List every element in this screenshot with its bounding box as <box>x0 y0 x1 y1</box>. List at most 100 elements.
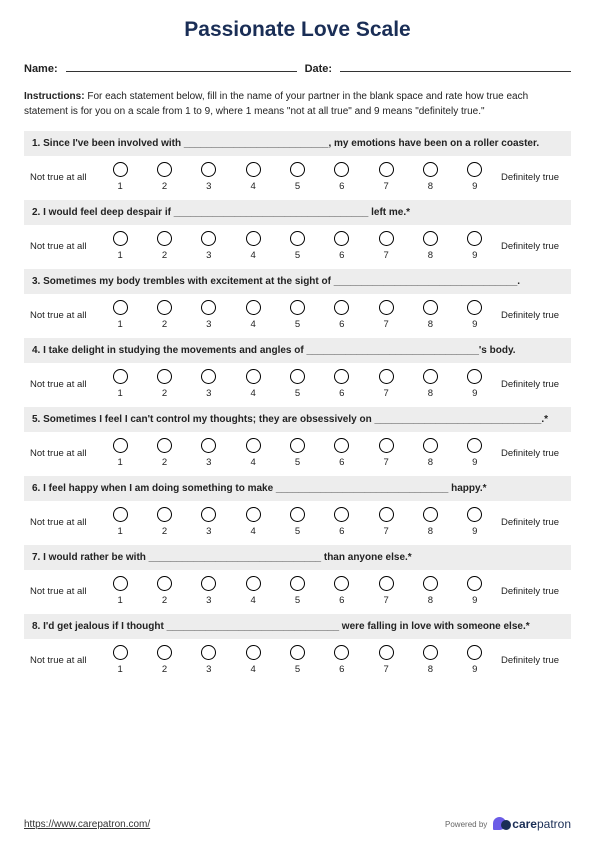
radio-icon[interactable] <box>334 369 349 384</box>
radio-icon[interactable] <box>423 438 438 453</box>
radio-icon[interactable] <box>379 369 394 384</box>
scale-option[interactable]: 1 <box>113 507 128 537</box>
scale-option[interactable]: 7 <box>379 576 394 606</box>
scale-option[interactable]: 5 <box>290 162 305 192</box>
radio-icon[interactable] <box>423 300 438 315</box>
radio-icon[interactable] <box>379 576 394 591</box>
radio-icon[interactable] <box>290 645 305 660</box>
radio-icon[interactable] <box>157 231 172 246</box>
scale-option[interactable]: 1 <box>113 369 128 399</box>
radio-icon[interactable] <box>290 162 305 177</box>
scale-option[interactable]: 6 <box>334 162 349 192</box>
radio-icon[interactable] <box>334 438 349 453</box>
radio-icon[interactable] <box>201 645 216 660</box>
radio-icon[interactable] <box>467 576 482 591</box>
scale-option[interactable]: 4 <box>246 231 261 261</box>
scale-option[interactable]: 7 <box>379 438 394 468</box>
radio-icon[interactable] <box>423 576 438 591</box>
scale-option[interactable]: 9 <box>467 369 482 399</box>
scale-option[interactable]: 5 <box>290 231 305 261</box>
scale-option[interactable]: 1 <box>113 231 128 261</box>
scale-option[interactable]: 5 <box>290 369 305 399</box>
scale-option[interactable]: 9 <box>467 231 482 261</box>
radio-icon[interactable] <box>467 369 482 384</box>
scale-option[interactable]: 8 <box>423 438 438 468</box>
scale-option[interactable]: 7 <box>379 300 394 330</box>
radio-icon[interactable] <box>379 438 394 453</box>
scale-option[interactable]: 2 <box>157 162 172 192</box>
radio-icon[interactable] <box>334 231 349 246</box>
scale-option[interactable]: 7 <box>379 645 394 675</box>
scale-option[interactable]: 1 <box>113 645 128 675</box>
radio-icon[interactable] <box>157 300 172 315</box>
radio-icon[interactable] <box>334 507 349 522</box>
radio-icon[interactable] <box>113 369 128 384</box>
radio-icon[interactable] <box>113 576 128 591</box>
scale-option[interactable]: 4 <box>246 438 261 468</box>
radio-icon[interactable] <box>113 162 128 177</box>
scale-option[interactable]: 8 <box>423 576 438 606</box>
radio-icon[interactable] <box>334 645 349 660</box>
scale-option[interactable]: 8 <box>423 369 438 399</box>
radio-icon[interactable] <box>246 300 261 315</box>
scale-option[interactable]: 3 <box>201 438 216 468</box>
radio-icon[interactable] <box>246 645 261 660</box>
radio-icon[interactable] <box>246 162 261 177</box>
scale-option[interactable]: 1 <box>113 300 128 330</box>
scale-option[interactable]: 6 <box>334 576 349 606</box>
radio-icon[interactable] <box>246 369 261 384</box>
scale-option[interactable]: 7 <box>379 162 394 192</box>
scale-option[interactable]: 9 <box>467 300 482 330</box>
radio-icon[interactable] <box>201 300 216 315</box>
scale-option[interactable]: 2 <box>157 231 172 261</box>
scale-option[interactable]: 2 <box>157 645 172 675</box>
radio-icon[interactable] <box>290 369 305 384</box>
scale-option[interactable]: 2 <box>157 576 172 606</box>
scale-option[interactable]: 8 <box>423 162 438 192</box>
radio-icon[interactable] <box>379 231 394 246</box>
scale-option[interactable]: 3 <box>201 507 216 537</box>
scale-option[interactable]: 3 <box>201 162 216 192</box>
radio-icon[interactable] <box>334 576 349 591</box>
scale-option[interactable]: 3 <box>201 369 216 399</box>
radio-icon[interactable] <box>157 576 172 591</box>
radio-icon[interactable] <box>467 507 482 522</box>
scale-option[interactable]: 7 <box>379 231 394 261</box>
scale-option[interactable]: 6 <box>334 507 349 537</box>
scale-option[interactable]: 9 <box>467 645 482 675</box>
radio-icon[interactable] <box>423 162 438 177</box>
scale-option[interactable]: 4 <box>246 645 261 675</box>
scale-option[interactable]: 3 <box>201 645 216 675</box>
radio-icon[interactable] <box>113 645 128 660</box>
scale-option[interactable]: 7 <box>379 507 394 537</box>
radio-icon[interactable] <box>157 438 172 453</box>
scale-option[interactable]: 4 <box>246 576 261 606</box>
radio-icon[interactable] <box>467 438 482 453</box>
scale-option[interactable]: 9 <box>467 576 482 606</box>
scale-option[interactable]: 5 <box>290 300 305 330</box>
radio-icon[interactable] <box>467 231 482 246</box>
scale-option[interactable]: 4 <box>246 300 261 330</box>
radio-icon[interactable] <box>290 576 305 591</box>
radio-icon[interactable] <box>113 231 128 246</box>
radio-icon[interactable] <box>290 231 305 246</box>
scale-option[interactable]: 7 <box>379 369 394 399</box>
radio-icon[interactable] <box>379 162 394 177</box>
scale-option[interactable]: 8 <box>423 300 438 330</box>
radio-icon[interactable] <box>467 162 482 177</box>
radio-icon[interactable] <box>334 300 349 315</box>
scale-option[interactable]: 3 <box>201 231 216 261</box>
scale-option[interactable]: 4 <box>246 369 261 399</box>
scale-option[interactable]: 3 <box>201 576 216 606</box>
scale-option[interactable]: 5 <box>290 438 305 468</box>
scale-option[interactable]: 3 <box>201 300 216 330</box>
radio-icon[interactable] <box>423 507 438 522</box>
scale-option[interactable]: 1 <box>113 162 128 192</box>
radio-icon[interactable] <box>423 231 438 246</box>
radio-icon[interactable] <box>201 369 216 384</box>
scale-option[interactable]: 2 <box>157 438 172 468</box>
radio-icon[interactable] <box>246 438 261 453</box>
radio-icon[interactable] <box>290 438 305 453</box>
scale-option[interactable]: 4 <box>246 162 261 192</box>
radio-icon[interactable] <box>157 507 172 522</box>
